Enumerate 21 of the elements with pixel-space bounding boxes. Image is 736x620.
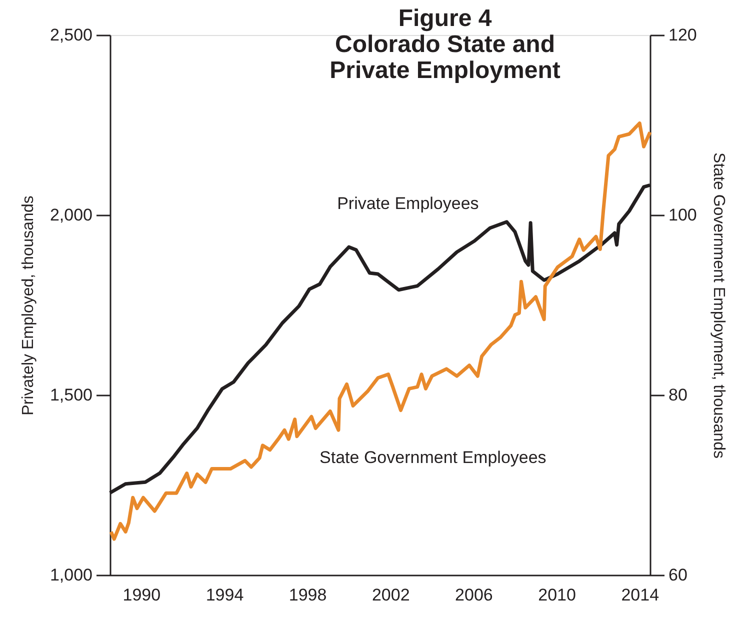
x-tick-label: 1994 — [206, 586, 244, 604]
y2-axis-title: State Government Employment, thousands — [710, 152, 727, 458]
y-tick-label: 2,500 — [50, 26, 92, 44]
x-tick-label: 1998 — [288, 586, 327, 604]
y-tick-label: 2,000 — [50, 206, 92, 224]
y2-tick-label: 80 — [668, 386, 688, 404]
x-tick-label: 2014 — [621, 586, 660, 604]
y-tick-label: 1,000 — [50, 566, 92, 584]
x-tick-label: 2002 — [372, 586, 410, 604]
x-tick-label: 2010 — [538, 586, 576, 604]
series-label: State Government Employees — [320, 448, 546, 467]
x-tick-label: 2006 — [455, 586, 493, 604]
y2-tick-label: 100 — [668, 206, 697, 224]
chart-title: Figure 4 Colorado State and Private Employment — [330, 5, 560, 84]
x-tick-label: 1990 — [122, 586, 161, 604]
series-label: Private Employees — [337, 194, 479, 214]
y2-tick-label: 120 — [668, 26, 697, 44]
line-series — [109, 121, 652, 541]
y-tick-label: 1,500 — [50, 386, 92, 404]
y-axis-title: Privately Employed, thousands — [20, 196, 37, 416]
y2-tick-label: 60 — [668, 566, 688, 584]
